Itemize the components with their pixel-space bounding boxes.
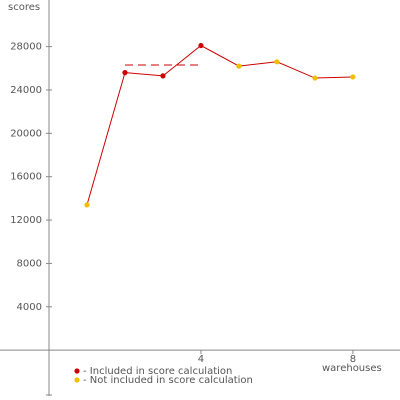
y-tick-label: 12000: [10, 215, 42, 226]
data-point: [122, 70, 128, 76]
data-point: [198, 42, 204, 49]
data-point: [274, 59, 280, 65]
score-curve: [86, 44, 353, 206]
data-point: [236, 63, 242, 69]
x-axis-label: warehouses: [322, 363, 382, 374]
y-tick-label: 20000: [10, 128, 42, 139]
legend-label: - Not included in score calculation: [83, 375, 253, 386]
y-tick-label: 8000: [17, 258, 42, 269]
x-tick-label: 4: [198, 354, 204, 365]
legend-label: - Included in score calculation: [83, 366, 232, 377]
x-tick-label: 8: [350, 354, 356, 365]
data-point: [350, 74, 356, 80]
data-point: [84, 202, 90, 208]
y-tick-label: 16000: [10, 172, 42, 183]
y-tick-label: 4000: [17, 302, 42, 313]
legend-marker: [74, 368, 80, 374]
data-point: [312, 75, 318, 81]
legend-marker: [74, 377, 80, 383]
y-axis-label: scores: [8, 2, 40, 13]
data-point: [160, 73, 166, 79]
y-tick-label: 24000: [10, 85, 42, 96]
y-tick-label: 28000: [10, 42, 42, 53]
